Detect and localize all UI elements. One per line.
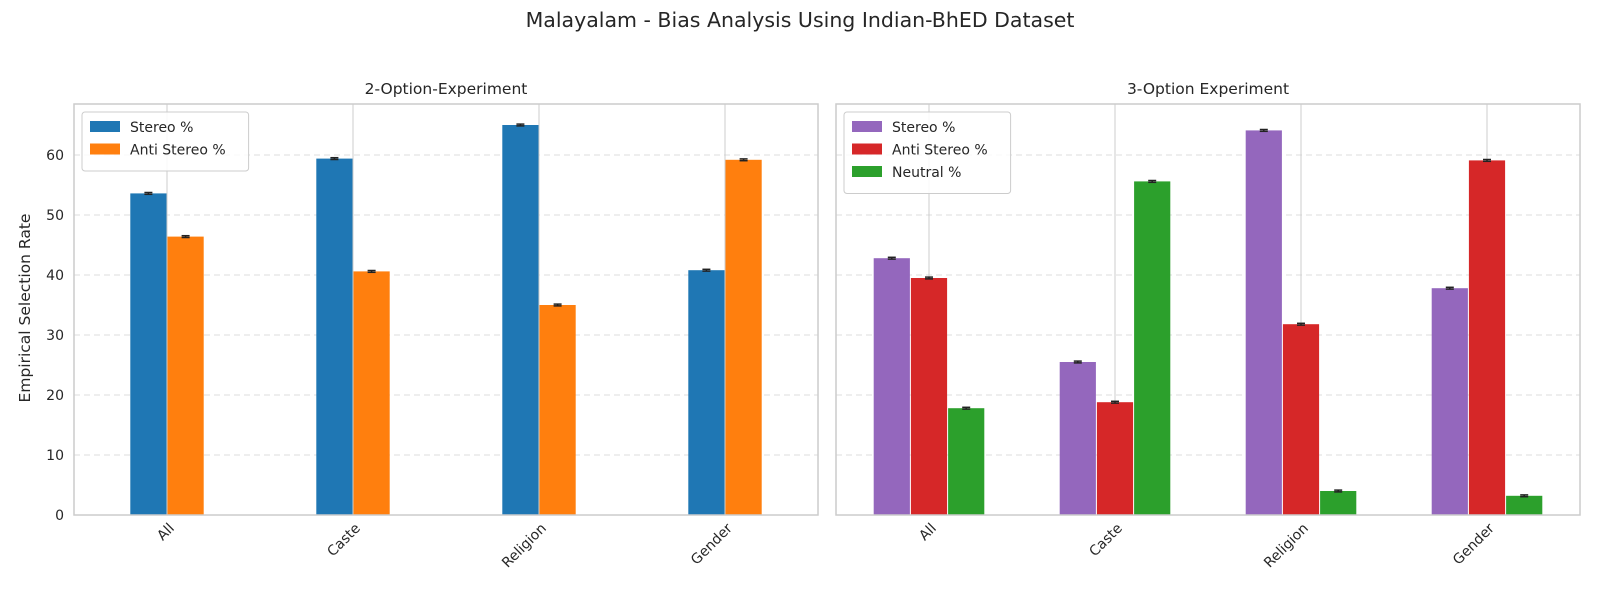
legend-label: Stereo % [892,120,955,136]
legend-label: Neutral % [892,165,961,181]
bar-2-1-1 [873,258,910,515]
bar-2-3-3 [1320,491,1357,515]
panel-2: All Caste Religion Gender 3-Option Experimen… [835,80,1581,572]
y-tick-label: 0 [55,508,64,524]
legend-box [81,111,250,172]
legend-swatch [852,166,882,177]
panel-1: 0 10 20 30 40 50 60 All Caste Religion Gender 2-Opt… [46,80,819,572]
axes-frame [835,103,1581,516]
y-tick-label: 10 [46,448,64,464]
bar-1-2-4 [725,159,762,516]
bar-1-1-3 [502,125,539,515]
y-tick-label: 20 [46,388,64,404]
bar-2-1-4 [1431,288,1468,515]
figure-title: Malayalam - Bias Analysis Using Indian-B… [526,8,1075,32]
legend: Stereo % Anti Stereo % Neutral % [843,111,1012,194]
legend-label: Anti Stereo % [892,143,988,159]
y-tick-label: 60 [46,148,64,164]
bar-1-2-2 [353,271,390,515]
y-tick-label: 30 [46,328,64,344]
bar-1-1-1 [130,193,167,515]
y-axis-label: Empirical Selection Rate [16,214,34,403]
bar-2-2-2 [1096,402,1134,515]
x-tick-label: Religion [1261,521,1312,572]
x-tick-label: All [154,521,178,545]
bar-2-3-4 [1506,495,1543,515]
bar-2-1-2 [1059,362,1096,515]
bar-1-2-3 [539,305,576,515]
y-tick-label: 40 [46,268,64,284]
legend-label: Stereo % [130,120,193,136]
panel-title: 3-Option Experiment [1127,80,1289,98]
axes-frame [73,103,819,516]
legend-swatch [90,121,120,132]
legend-box [843,111,1012,194]
x-tick-label: Gender [688,520,736,568]
bar-2-3-2 [1134,181,1171,515]
legend-swatch [852,121,882,132]
bar-1-2-1 [167,236,204,515]
x-tick-label: Caste [1086,521,1125,560]
bar-2-2-4 [1468,160,1506,515]
bar-1-1-2 [316,158,353,515]
x-tick-label: Caste [324,521,363,560]
y-tick-label: 50 [46,208,64,224]
bar-2-1-3 [1245,130,1282,515]
legend-swatch [852,143,882,155]
x-tick-label: Religion [499,521,550,572]
bar-1-1-4 [688,270,725,515]
panel-title: 2-Option-Experiment [365,80,528,98]
legend: Stereo % Anti Stereo % [81,111,250,172]
x-tick-label: All [916,521,940,545]
x-tick-label: Gender [1450,520,1498,568]
bar-2-3-1 [948,408,985,515]
bar-2-2-1 [910,278,948,515]
bar-2-2-3 [1282,324,1320,515]
legend-label: Anti Stereo % [130,143,226,159]
legend-swatch [90,143,120,155]
